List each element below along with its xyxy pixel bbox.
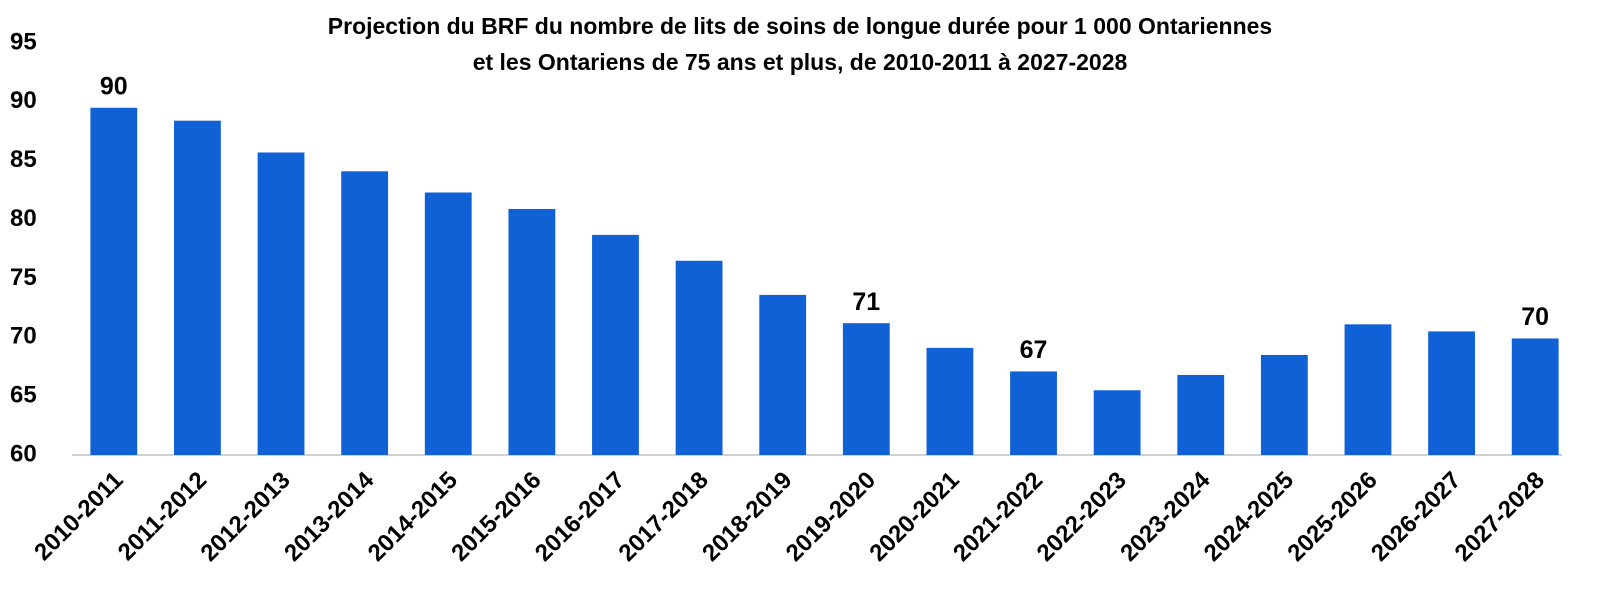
bar [842, 323, 890, 455]
bar [257, 152, 305, 455]
bar [759, 294, 807, 455]
x-tick-label: 2026-2027 [1366, 467, 1466, 567]
x-tick-label: 2020-2021 [864, 467, 964, 567]
bar [90, 107, 138, 455]
bar [174, 120, 221, 455]
y-tick-label: 65 [10, 381, 37, 408]
x-tick-label: 2027-2028 [1450, 467, 1550, 567]
x-tick-label: 2025-2026 [1282, 467, 1382, 567]
x-tick-label: 2018-2019 [697, 467, 797, 567]
y-tick-label: 75 [10, 264, 37, 291]
bar [675, 260, 723, 455]
y-tick-label: 85 [10, 146, 37, 173]
x-tick-label: 2012-2013 [196, 467, 296, 567]
x-tick-label: 2013-2014 [279, 466, 380, 567]
bar [1010, 371, 1057, 455]
bar [1511, 338, 1559, 455]
x-tick-label: 2021-2022 [948, 467, 1048, 567]
bar [424, 192, 472, 456]
x-tick-label: 2010-2011 [29, 467, 128, 566]
y-tick-label: 60 [10, 440, 37, 467]
x-tick-label: 2015-2016 [446, 467, 546, 567]
chart-title: Projection du BRF du nombre de lits de s… [328, 13, 1272, 39]
x-tick-label: 2016-2017 [530, 467, 630, 567]
bar [341, 171, 389, 455]
x-tick-label: 2022-2023 [1032, 467, 1132, 567]
x-tick-label: 2017-2018 [614, 467, 714, 567]
y-tick-label: 95 [10, 28, 37, 55]
bar [1344, 324, 1392, 455]
x-tick-label: 2014-2015 [363, 467, 463, 567]
data-label: 70 [1521, 303, 1549, 331]
bar [1177, 374, 1225, 455]
bar [1428, 331, 1475, 455]
chart-title: et les Ontariens de 75 ans et plus, de 2… [473, 49, 1128, 75]
y-tick-label: 80 [10, 205, 37, 232]
x-tick-label: 2019-2020 [781, 467, 881, 567]
bar [926, 347, 974, 455]
y-tick-label: 90 [10, 87, 37, 114]
data-label: 71 [852, 288, 880, 316]
bar [592, 234, 639, 455]
data-label: 67 [1020, 336, 1048, 364]
data-label: 90 [100, 72, 128, 100]
y-tick-label: 70 [10, 323, 37, 350]
x-tick-label: 2024-2025 [1199, 467, 1299, 567]
bar [508, 208, 556, 455]
bar [1260, 354, 1308, 455]
x-tick-label: 2011-2012 [113, 467, 212, 566]
bar [1093, 390, 1141, 455]
x-tick-label: 2023-2024 [1115, 466, 1216, 567]
